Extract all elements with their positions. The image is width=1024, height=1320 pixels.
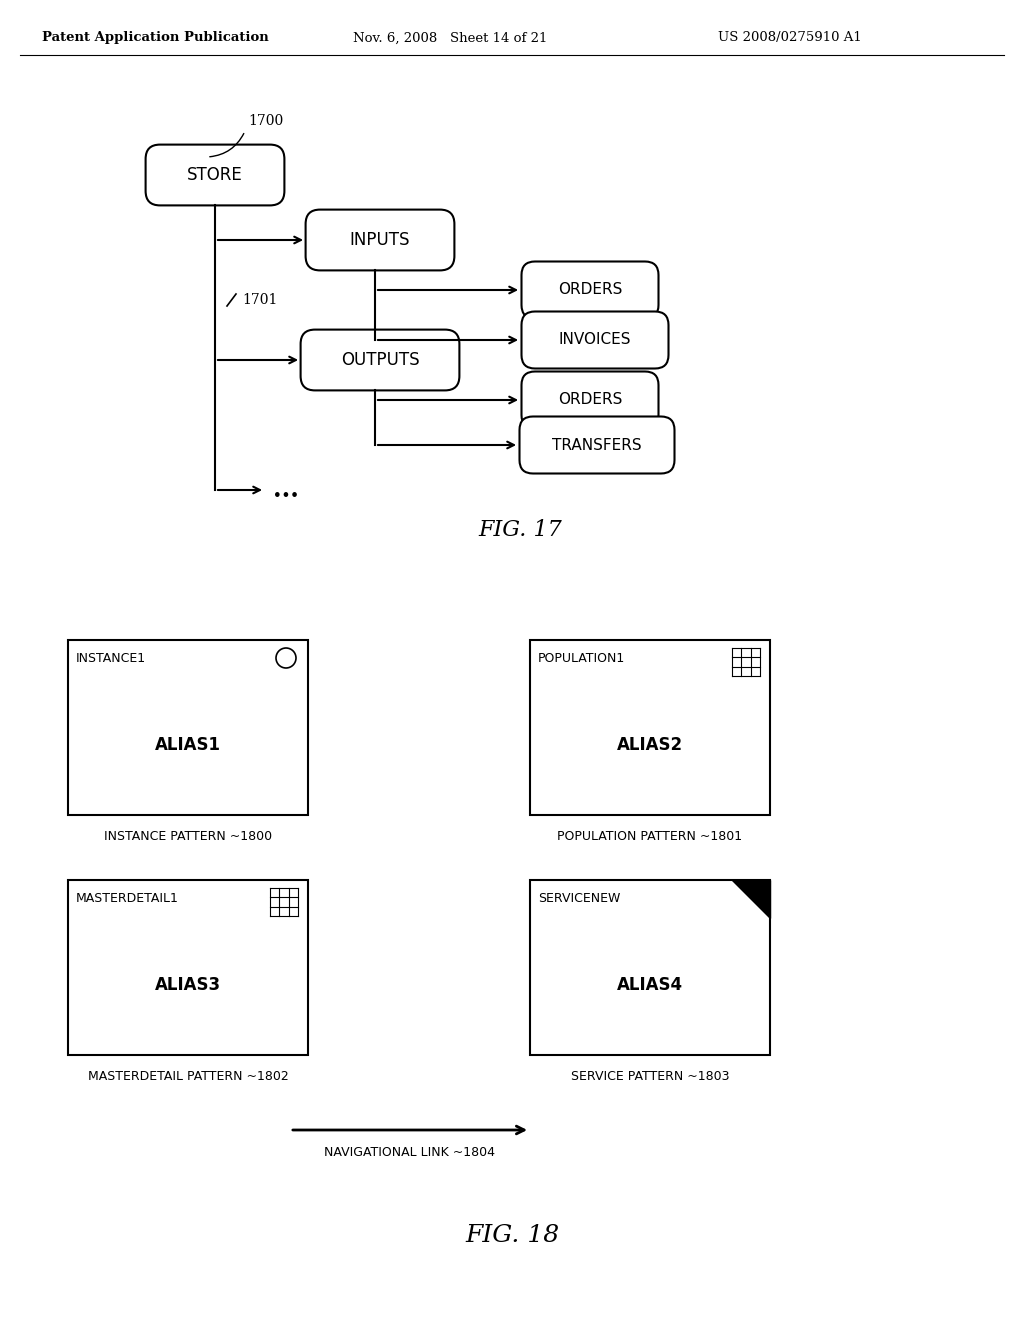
Text: INSTANCE PATTERN ~1800: INSTANCE PATTERN ~1800	[104, 830, 272, 843]
Text: ALIAS3: ALIAS3	[155, 975, 221, 994]
Text: POPULATION PATTERN ~1801: POPULATION PATTERN ~1801	[557, 830, 742, 843]
Text: INVOICES: INVOICES	[559, 333, 631, 347]
Text: 1700: 1700	[248, 114, 284, 128]
Text: INPUTS: INPUTS	[350, 231, 411, 249]
Polygon shape	[732, 880, 770, 917]
Text: MASTERDETAIL1: MASTERDETAIL1	[76, 891, 179, 904]
Text: ...: ...	[273, 478, 299, 502]
FancyBboxPatch shape	[305, 210, 455, 271]
Text: TRANSFERS: TRANSFERS	[552, 437, 642, 453]
Text: ORDERS: ORDERS	[558, 282, 623, 297]
Bar	[68, 880, 308, 1055]
Text: ALIAS2: ALIAS2	[616, 737, 683, 754]
Bar	[530, 880, 770, 1055]
FancyBboxPatch shape	[301, 330, 460, 391]
Text: OUTPUTS: OUTPUTS	[341, 351, 419, 370]
Text: Nov. 6, 2008   Sheet 14 of 21: Nov. 6, 2008 Sheet 14 of 21	[353, 32, 547, 45]
Text: 1701: 1701	[242, 293, 278, 308]
Text: INSTANCE1: INSTANCE1	[76, 652, 146, 664]
Text: Patent Application Publication: Patent Application Publication	[42, 32, 268, 45]
FancyBboxPatch shape	[521, 371, 658, 429]
FancyBboxPatch shape	[521, 312, 669, 368]
Text: SERVICE PATTERN ~1803: SERVICE PATTERN ~1803	[570, 1071, 729, 1084]
FancyBboxPatch shape	[519, 417, 675, 474]
Bar	[530, 640, 770, 814]
Text: STORE: STORE	[187, 166, 243, 183]
FancyBboxPatch shape	[145, 145, 285, 206]
Text: ALIAS4: ALIAS4	[616, 975, 683, 994]
Text: ALIAS1: ALIAS1	[155, 737, 221, 754]
Text: NAVIGATIONAL LINK ~1804: NAVIGATIONAL LINK ~1804	[325, 1146, 496, 1159]
Text: MASTERDETAIL PATTERN ~1802: MASTERDETAIL PATTERN ~1802	[88, 1071, 289, 1084]
Text: US 2008/0275910 A1: US 2008/0275910 A1	[718, 32, 862, 45]
Bar	[68, 640, 308, 814]
FancyBboxPatch shape	[521, 261, 658, 318]
Text: FIG. 17: FIG. 17	[478, 519, 562, 541]
Text: POPULATION1: POPULATION1	[538, 652, 626, 664]
Text: ORDERS: ORDERS	[558, 392, 623, 408]
Text: FIG. 18: FIG. 18	[465, 1224, 559, 1246]
Text: SERVICENEW: SERVICENEW	[538, 891, 621, 904]
